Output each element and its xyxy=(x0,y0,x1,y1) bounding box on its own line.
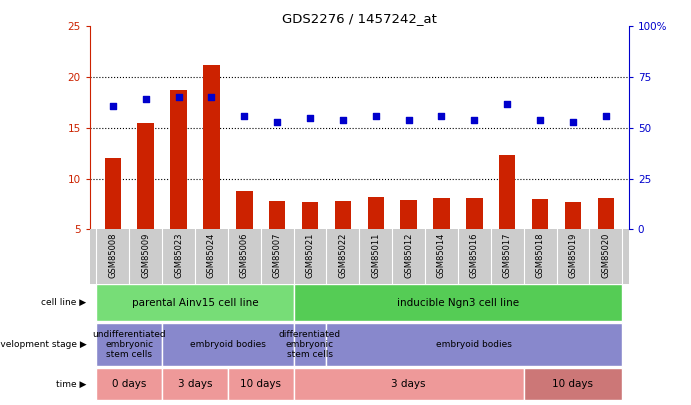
Text: GSM85020: GSM85020 xyxy=(601,232,610,277)
Bar xyxy=(162,323,294,366)
Text: differentiated
embryonic
stem cells: differentiated embryonic stem cells xyxy=(279,330,341,359)
Point xyxy=(305,115,316,121)
Text: GSM85017: GSM85017 xyxy=(503,232,512,278)
Bar xyxy=(138,123,154,230)
Text: GSM85018: GSM85018 xyxy=(536,232,545,278)
Bar xyxy=(334,201,351,230)
Text: GSM85006: GSM85006 xyxy=(240,232,249,278)
Point xyxy=(107,102,118,109)
Point xyxy=(173,94,184,101)
Bar xyxy=(171,90,187,230)
Text: parental Ainv15 cell line: parental Ainv15 cell line xyxy=(132,298,258,308)
Point xyxy=(567,119,578,125)
Point xyxy=(468,117,480,123)
Point xyxy=(436,113,447,119)
Point xyxy=(140,96,151,103)
Bar xyxy=(565,202,581,230)
Text: 3 days: 3 days xyxy=(391,379,426,389)
Text: GSM85024: GSM85024 xyxy=(207,232,216,277)
Text: GSM85022: GSM85022 xyxy=(339,232,348,277)
Bar xyxy=(269,201,285,230)
Point xyxy=(206,94,217,101)
Text: GSM85014: GSM85014 xyxy=(437,232,446,277)
Text: GSM85012: GSM85012 xyxy=(404,232,413,277)
Text: time ▶: time ▶ xyxy=(56,379,86,388)
Text: cell line ▶: cell line ▶ xyxy=(41,298,86,307)
Bar xyxy=(466,198,482,230)
Point xyxy=(600,113,612,119)
Bar xyxy=(368,197,384,230)
Bar xyxy=(598,198,614,230)
Bar xyxy=(433,198,450,230)
Title: GDS2276 / 1457242_at: GDS2276 / 1457242_at xyxy=(282,12,437,25)
Bar xyxy=(532,199,548,230)
Bar xyxy=(294,284,622,321)
Bar xyxy=(228,368,294,400)
Point xyxy=(535,117,546,123)
Text: GSM85011: GSM85011 xyxy=(371,232,380,277)
Bar xyxy=(203,65,220,230)
Text: embryoid bodies: embryoid bodies xyxy=(190,340,266,349)
Bar xyxy=(400,200,417,230)
Bar xyxy=(499,155,515,230)
Text: GSM85008: GSM85008 xyxy=(108,232,117,278)
Bar xyxy=(326,323,622,366)
Text: inducible Ngn3 cell line: inducible Ngn3 cell line xyxy=(397,298,519,308)
Point xyxy=(272,119,283,125)
Text: undifferentiated
embryonic
stem cells: undifferentiated embryonic stem cells xyxy=(93,330,166,359)
Text: GSM85019: GSM85019 xyxy=(569,232,578,277)
Text: 10 days: 10 days xyxy=(552,379,594,389)
Point xyxy=(502,100,513,107)
Text: 10 days: 10 days xyxy=(240,379,281,389)
Bar xyxy=(236,191,252,230)
Bar xyxy=(302,202,319,230)
Point xyxy=(239,113,250,119)
Text: GSM85021: GSM85021 xyxy=(305,232,314,277)
Text: GSM85007: GSM85007 xyxy=(273,232,282,278)
Bar xyxy=(524,368,622,400)
Text: 0 days: 0 days xyxy=(112,379,146,389)
Bar xyxy=(97,368,162,400)
Text: GSM85009: GSM85009 xyxy=(141,232,150,277)
Bar xyxy=(162,368,228,400)
Text: GSM85023: GSM85023 xyxy=(174,232,183,278)
Bar xyxy=(104,158,121,230)
Bar xyxy=(97,284,294,321)
Text: development stage ▶: development stage ▶ xyxy=(0,340,86,349)
Bar xyxy=(294,323,326,366)
Bar xyxy=(97,323,162,366)
Text: embryoid bodies: embryoid bodies xyxy=(437,340,512,349)
Text: GSM85016: GSM85016 xyxy=(470,232,479,278)
Point xyxy=(370,113,381,119)
Point xyxy=(337,117,348,123)
Text: 3 days: 3 days xyxy=(178,379,212,389)
Bar xyxy=(294,368,524,400)
Point xyxy=(403,117,414,123)
